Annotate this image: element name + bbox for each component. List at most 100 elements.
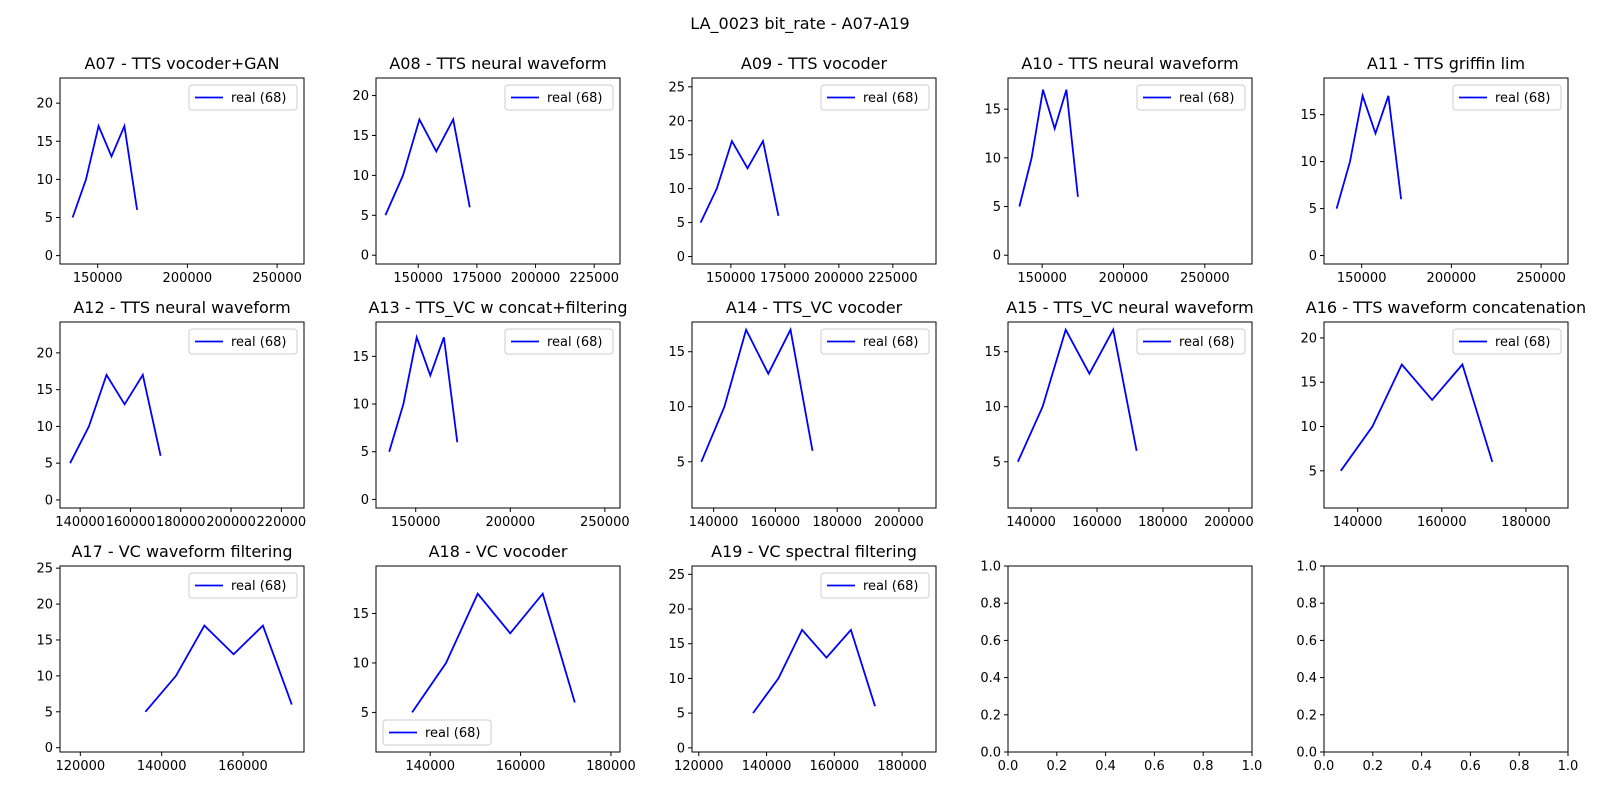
y-tick-label: 0: [45, 741, 53, 756]
data-point: [700, 461, 702, 463]
y-tick-label: 0.8: [980, 597, 1001, 612]
x-tick-label: 160000: [1417, 515, 1467, 530]
data-point: [1388, 95, 1390, 97]
y-tick-label: 5: [361, 706, 369, 721]
x-tick-label: 160000: [106, 515, 156, 530]
plot-frame: [691, 565, 937, 753]
y-tick-label: 10: [352, 398, 369, 413]
plot-frame: [1323, 77, 1569, 265]
data-point: [445, 662, 447, 664]
y-tick-label: 0.2: [980, 708, 1001, 723]
legend-box: [1452, 84, 1562, 111]
x-tick-label: 180000: [586, 759, 636, 774]
x-tick-label: 1.0: [1558, 759, 1579, 774]
y-tick-label: 25: [668, 568, 685, 583]
plot-frame: [691, 321, 937, 509]
y-tick-label: 15: [36, 633, 53, 648]
data-point: [85, 179, 87, 181]
y-tick-label: 10: [668, 182, 685, 197]
plot-frame: [1007, 565, 1253, 753]
legend-box: [1136, 84, 1246, 111]
legend-box: [504, 84, 614, 111]
data-point: [124, 125, 126, 127]
data-point: [509, 632, 511, 634]
x-tick-label: 200000: [485, 515, 535, 530]
y-tick-label: 10: [1300, 155, 1317, 170]
data-point: [874, 705, 876, 707]
x-tick-label: 1.0: [1242, 759, 1263, 774]
figure-title: LA_0023 bit_rate - A07-A19: [690, 14, 909, 34]
data-point: [160, 455, 162, 457]
x-tick-label: 150000: [391, 515, 441, 530]
y-tick-label: 0: [1309, 249, 1317, 264]
plot-frame: [59, 321, 305, 509]
x-tick-label: 150000: [1337, 271, 1387, 286]
series-line: [1018, 89, 1079, 207]
series-line: [1017, 327, 1138, 463]
legend: real (68): [1136, 84, 1246, 111]
x-tick-label: 140000: [689, 515, 739, 530]
subplot-title: A11 - TTS griffin lim: [1367, 54, 1525, 73]
series-line: [411, 591, 576, 713]
data-point: [388, 451, 390, 453]
data-point: [411, 712, 413, 714]
subplot-11: A17 - VC waveform filtering 120000 140000 1…: [36, 542, 305, 774]
x-tick-label: 0.8: [1509, 759, 1530, 774]
data-point: [403, 403, 405, 405]
y-tick-label: 0: [677, 250, 685, 265]
x-tick-label: 120000: [56, 759, 106, 774]
x-tick-label: 160000: [496, 759, 546, 774]
x-tick-label: 0.2: [1046, 759, 1067, 774]
x-tick-label: 250000: [580, 515, 630, 530]
legend-box: [820, 84, 930, 111]
y-tick-label: 10: [36, 669, 53, 684]
data-point: [175, 675, 177, 677]
data-point: [98, 125, 100, 127]
legend-label: real (68): [863, 335, 918, 350]
y-tick-label: 0: [45, 493, 53, 508]
y-tick-label: 0.6: [980, 634, 1001, 649]
data-point: [1372, 426, 1374, 428]
x-tick-label: 0.2: [1362, 759, 1383, 774]
legend-label: real (68): [863, 579, 918, 594]
series-line: [144, 623, 293, 713]
y-tick-label: 0.4: [1296, 671, 1317, 686]
x-tick-label: 140000: [742, 759, 792, 774]
data-point: [88, 426, 90, 428]
data-point: [700, 222, 702, 224]
x-tick-label: 160000: [751, 515, 801, 530]
legend-label: real (68): [231, 579, 286, 594]
legend: real (68): [382, 719, 492, 746]
x-tick-label: 180000: [156, 515, 206, 530]
plot-frame: [375, 77, 621, 265]
data-point: [452, 119, 454, 121]
subplot-8: A14 - TTS_VC vocoder 140000 160000 180000 20…: [668, 298, 937, 530]
subplot-1: A07 - TTS vocoder+GAN 150000 200000 250000 0…: [36, 54, 305, 286]
plot-area: [1008, 566, 1252, 752]
x-tick-label: 140000: [405, 759, 455, 774]
subplot-13: A19 - VC spectral filtering 120000 140000 1…: [668, 542, 937, 774]
y-tick-label: 15: [352, 129, 369, 144]
data-point: [291, 704, 293, 706]
y-tick-label: 0.6: [1296, 634, 1317, 649]
y-tick-label: 20: [668, 114, 685, 129]
x-tick-label: 250000: [1516, 271, 1566, 286]
data-point: [69, 462, 71, 464]
y-tick-label: 5: [993, 455, 1001, 470]
subplot-title: A09 - TTS vocoder: [741, 54, 888, 73]
data-point: [1362, 95, 1364, 97]
legend: real (68): [188, 572, 298, 599]
plot-frame: [691, 77, 937, 265]
plot-frame: [59, 77, 305, 265]
data-point: [124, 403, 126, 405]
y-tick-label: 15: [36, 135, 53, 150]
plot-frame: [1323, 321, 1569, 509]
y-tick-label: 5: [361, 209, 369, 224]
data-point: [745, 329, 747, 331]
data-point: [477, 593, 479, 595]
subplot-title: A15 - TTS_VC neural waveform: [1006, 298, 1253, 318]
data-point: [767, 373, 769, 375]
plot-frame: [375, 321, 621, 509]
data-point: [1336, 208, 1338, 210]
